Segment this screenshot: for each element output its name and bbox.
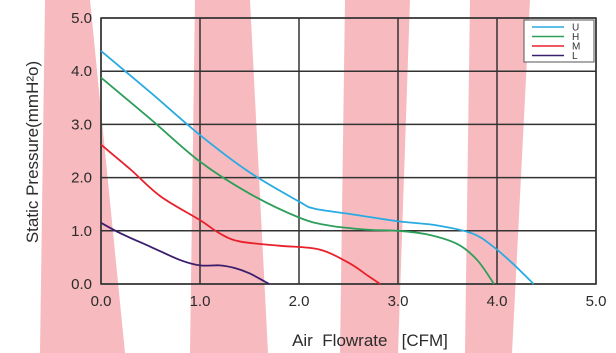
x-tick-label: 1.0 <box>190 293 211 310</box>
y-tick-labels: 0.0 1.0 2.0 3.0 4.0 5.0 <box>71 10 92 293</box>
x-tick-label: 3.0 <box>388 293 409 310</box>
legend-label-u: U <box>572 23 579 34</box>
x-tick-label: 2.0 <box>289 293 310 310</box>
series-line-l <box>100 222 270 285</box>
background-stripe-1 <box>40 0 125 353</box>
x-axis-title: Air Flowrate [CFM] <box>292 331 448 350</box>
series-line-h <box>100 76 495 285</box>
y-tick-label: 4.0 <box>71 63 92 80</box>
series-layer <box>100 50 535 285</box>
series-line-u <box>100 50 535 285</box>
background-stripe-3 <box>340 0 410 353</box>
legend-label-l: L <box>572 51 578 62</box>
y-tick-label: 2.0 <box>71 170 92 187</box>
series-line-m <box>100 143 381 285</box>
x-tick-labels: 0.0 1.0 2.0 3.0 4.0 5.0 <box>91 293 607 310</box>
y-tick-label: 0.0 <box>71 276 92 293</box>
y-tick-label: 3.0 <box>71 116 92 133</box>
x-tick-label: 5.0 <box>586 293 607 310</box>
grid-lines <box>100 17 597 285</box>
background-stripes <box>40 0 530 353</box>
x-tick-label: 0.0 <box>91 293 112 310</box>
y-tick-label: 1.0 <box>71 223 92 240</box>
x-tick-label: 4.0 <box>487 293 508 310</box>
y-axis-title: Static Pressure(mmH²o) <box>23 61 42 243</box>
legend-label-h: H <box>572 32 579 43</box>
legend-label-m: M <box>572 42 580 53</box>
y-tick-label: 5.0 <box>71 10 92 27</box>
plot-frame <box>100 17 597 285</box>
